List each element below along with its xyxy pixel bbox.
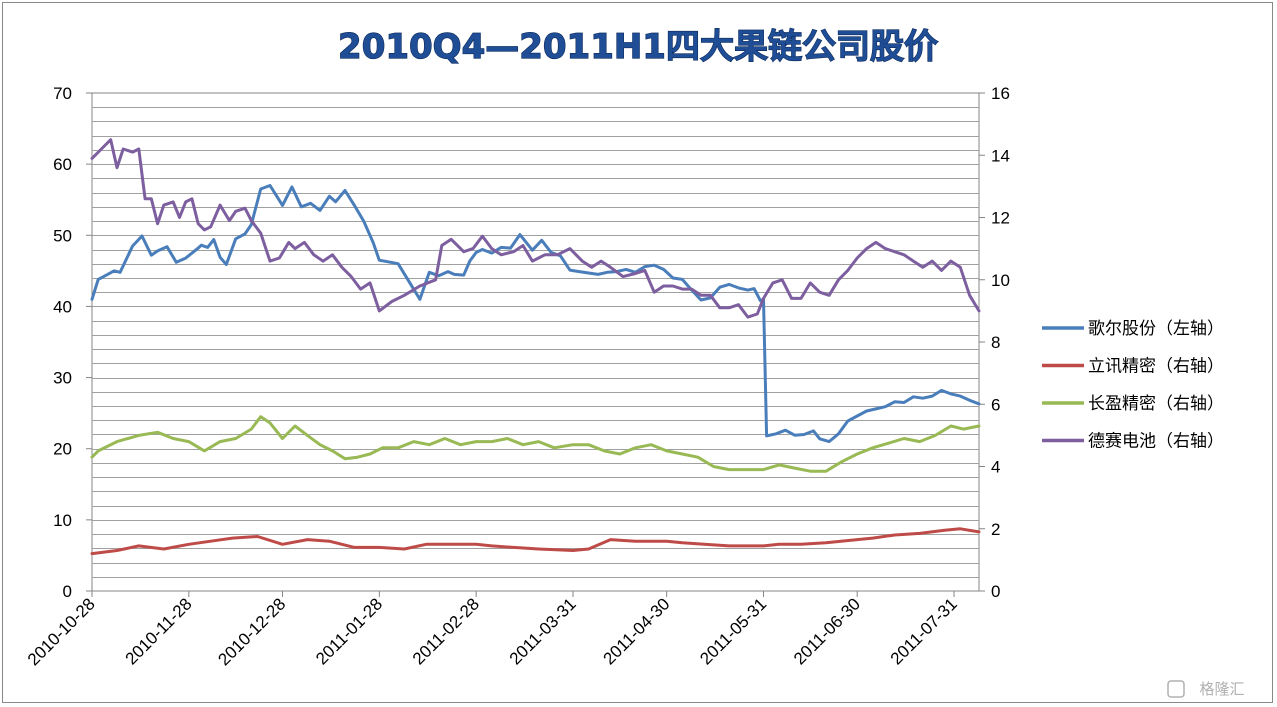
y-right-tick-label: 6 xyxy=(991,395,1000,414)
legend: 歌尔股份（左轴） 立讯精密（右轴） 长盈精密（右轴） 德赛电池（右轴） xyxy=(1042,319,1224,452)
axes: 0 10 20 30 40 50 60 70 0 2 4 6 8 10 12 14 16 2010-10-28 20… xyxy=(24,84,1010,669)
x-tick-label: 2011-02-28 xyxy=(409,594,483,668)
series-line-2 xyxy=(90,527,981,556)
plot-area xyxy=(91,92,980,592)
y-left-tick-label: 30 xyxy=(53,369,72,388)
y-right-tick-label: 14 xyxy=(991,146,1010,165)
x-tick-label: 2011-05-31 xyxy=(696,594,770,668)
y-left-tick-label: 70 xyxy=(53,84,72,103)
series-line-1 xyxy=(90,184,981,444)
x-tick-label: 2011-01-28 xyxy=(312,594,386,668)
series-line-3 xyxy=(90,415,981,473)
series-lines xyxy=(90,138,981,556)
y-right-tick-label: 2 xyxy=(991,520,1000,539)
x-tick-label: 2010-12-28 xyxy=(214,594,289,669)
watermark-logo: 格隆汇 xyxy=(1199,680,1244,698)
watermark-icon xyxy=(1167,680,1185,698)
x-tick-label: 2011-04-30 xyxy=(599,594,673,668)
gridlines xyxy=(91,92,980,592)
x-tick-label: 2010-10-28 xyxy=(24,594,99,669)
y-right-tick-label: 16 xyxy=(991,84,1010,103)
y-right-tick-label: 8 xyxy=(991,333,1000,352)
y-left-tick-label: 0 xyxy=(63,582,72,601)
y-left-tick-label: 10 xyxy=(53,511,72,530)
legend-label: 德赛电池（右轴） xyxy=(1088,431,1224,452)
y-left-tick-label: 40 xyxy=(53,297,72,316)
y-left-tick-label: 50 xyxy=(53,226,72,245)
legend-label: 立讯精密（右轴） xyxy=(1088,357,1224,377)
y-left-tick-label: 20 xyxy=(53,440,72,459)
series-line-4 xyxy=(90,138,981,319)
chart-title: 2010Q4—2011H1四大果链公司股价 xyxy=(338,27,938,67)
x-tick-label: 2011-03-31 xyxy=(506,594,580,668)
y-right-tick-label: 0 xyxy=(991,582,1000,601)
y-left-tick-label: 60 xyxy=(53,155,72,174)
x-tick-label: 2011-06-30 xyxy=(790,594,864,668)
x-tick-label: 2010-11-28 xyxy=(122,594,196,668)
y-right-tick-label: 4 xyxy=(991,458,1000,477)
legend-label: 长盈精密（右轴） xyxy=(1088,394,1224,414)
y-right-tick-label: 10 xyxy=(991,271,1010,290)
x-tick-label: 2011-07-31 xyxy=(887,594,961,668)
y-right-tick-label: 12 xyxy=(991,209,1010,228)
legend-label: 歌尔股份（左轴） xyxy=(1088,319,1224,339)
